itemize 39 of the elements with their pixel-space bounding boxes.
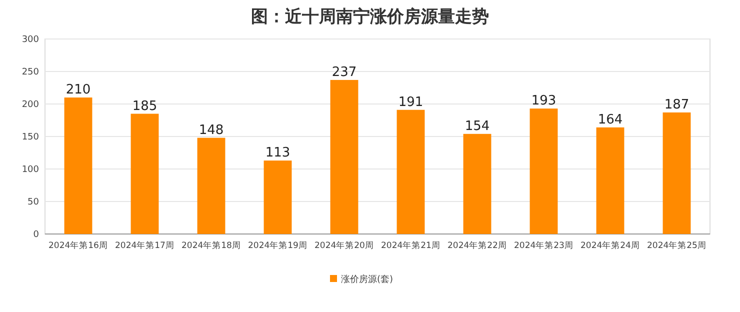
bar: [396, 110, 425, 234]
data-label: 185: [132, 98, 158, 114]
bar: [662, 112, 691, 234]
x-tick-label: 2024年第16周: [48, 240, 108, 251]
y-tick-label: 100: [22, 165, 40, 176]
x-tick-label: 2024年第17周: [115, 240, 174, 251]
data-label: 191: [398, 94, 424, 110]
x-tick-label: 2024年第19周: [248, 240, 308, 251]
x-tick-label: 2024年第22周: [448, 240, 507, 251]
data-label: 210: [66, 82, 91, 98]
data-label: 154: [464, 118, 490, 134]
chart-title: 图：近十周南宁涨价房源量走势: [251, 7, 489, 27]
bar: [463, 134, 492, 234]
bar: [596, 127, 624, 234]
x-tick-label: 2024年第18周: [182, 240, 241, 251]
y-tick-label: 250: [22, 68, 40, 78]
x-tick-label: 2024年第21周: [381, 240, 440, 251]
data-label: 113: [265, 146, 290, 161]
bar: [330, 80, 358, 234]
x-tick-label: 2024年第23周: [514, 240, 574, 251]
bar: [530, 108, 558, 234]
y-tick-label: 0: [33, 230, 40, 240]
y-tick-label: 200: [22, 100, 40, 110]
x-tick-label: 2024年第20周: [314, 240, 374, 251]
y-tick-label: 50: [28, 198, 40, 208]
legend-label: 涨价房源(套): [341, 274, 394, 285]
data-label: 237: [332, 64, 357, 80]
x-tick-label: 2024年第24周: [580, 240, 640, 251]
data-label: 148: [198, 122, 224, 138]
y-tick-label: 150: [22, 132, 40, 143]
bar: [264, 160, 292, 234]
x-tick-label: 2024年第25周: [647, 240, 706, 251]
data-label: 193: [531, 94, 556, 109]
bar: [64, 98, 92, 234]
bar: [197, 138, 226, 234]
data-label: 164: [598, 112, 623, 128]
y-tick-label: 300: [22, 35, 40, 46]
data-label: 187: [664, 97, 690, 112]
bar: [130, 114, 159, 234]
